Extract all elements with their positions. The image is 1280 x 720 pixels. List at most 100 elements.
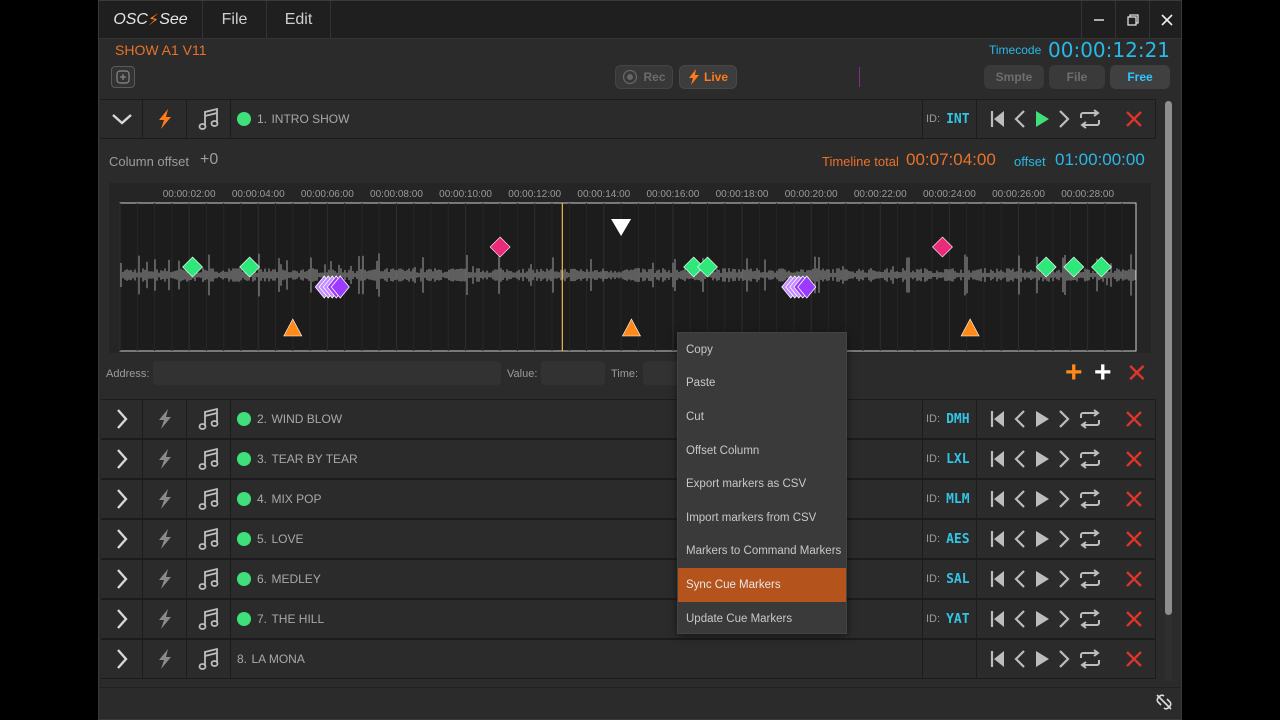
green-cue-marker[interactable] [1091, 256, 1112, 278]
play-icon[interactable] [1033, 649, 1051, 669]
expand-toggle-button[interactable] [101, 560, 143, 598]
timeline-waveform[interactable]: 00:00:02:00 00:00:04:00 00:00:06:00 00:00:0… [109, 183, 1151, 353]
purple-marker-cluster[interactable] [781, 275, 817, 299]
unlink-icon[interactable] [1154, 692, 1174, 712]
cue-row[interactable]: 8. LA MONA [101, 639, 1156, 679]
delete-cue-icon[interactable] [1125, 110, 1143, 128]
audio-file-button[interactable] [187, 440, 231, 478]
trigger-bolt-button[interactable] [143, 640, 187, 678]
delete-marker-button[interactable]: ✕ [1126, 358, 1148, 388]
skip-to-start-icon[interactable] [989, 609, 1007, 629]
delete-cue-icon[interactable] [1125, 410, 1143, 428]
timeline-panel[interactable]: 00:00:02:00 00:00:04:00 00:00:06:00 00:00:0… [109, 183, 1151, 353]
audio-file-button[interactable] [187, 520, 231, 558]
previous-chevron-icon[interactable] [1013, 529, 1027, 549]
next-chevron-icon[interactable] [1057, 529, 1071, 549]
green-cue-marker[interactable] [1035, 256, 1057, 278]
add-orange-marker-button[interactable]: + [1065, 356, 1083, 389]
cue-name-cell[interactable]: 6. MEDLEY [231, 560, 923, 598]
mode-smpte-button[interactable]: Smpte [984, 65, 1044, 89]
next-chevron-icon[interactable] [1057, 649, 1071, 669]
cue-name-cell[interactable]: 7. THE HILL [231, 600, 923, 638]
cue-name-cell[interactable]: 8. LA MONA [231, 640, 923, 678]
trigger-bolt-button[interactable] [143, 480, 187, 518]
audio-file-button[interactable] [187, 100, 231, 138]
trigger-bolt-button[interactable] [143, 100, 187, 138]
next-chevron-icon[interactable] [1057, 489, 1071, 509]
previous-chevron-icon[interactable] [1013, 569, 1027, 589]
delete-cue-icon[interactable] [1125, 530, 1143, 548]
offset-value[interactable]: 01:00:00:00 [1055, 150, 1145, 169]
play-icon[interactable] [1033, 109, 1051, 129]
play-icon[interactable] [1033, 569, 1051, 589]
ctx-export-csv[interactable]: Export markers as CSV [686, 478, 807, 491]
purple-marker-cluster[interactable] [314, 275, 350, 299]
green-cue-marker[interactable] [239, 256, 261, 278]
expand-toggle-button[interactable] [101, 520, 143, 558]
next-chevron-icon[interactable] [1057, 449, 1071, 469]
scrollbar-thumb[interactable] [1165, 101, 1172, 615]
previous-chevron-icon[interactable] [1013, 489, 1027, 509]
loop-icon[interactable] [1077, 109, 1103, 129]
trigger-bolt-button[interactable] [143, 560, 187, 598]
white-position-marker[interactable] [611, 219, 632, 236]
orange-command-marker[interactable] [621, 318, 641, 337]
skip-to-start-icon[interactable] [989, 109, 1007, 129]
ctx-cut[interactable]: Cut [686, 410, 704, 423]
expand-toggle-button[interactable] [101, 100, 143, 138]
cue-name-cell[interactable]: 2. WIND BLOW [231, 400, 923, 438]
ctx-update-cue-markers[interactable]: Update Cue Markers [686, 612, 793, 625]
rec-button[interactable]: Rec [615, 65, 673, 89]
cue-row[interactable]: 4. MIX POP ID: MLM [101, 479, 1156, 519]
delete-cue-icon[interactable] [1125, 450, 1143, 468]
cue-row[interactable]: 5. LOVE ID: AES [101, 519, 1156, 559]
address-input[interactable] [153, 361, 501, 385]
play-icon[interactable] [1033, 449, 1051, 469]
green-cue-marker[interactable] [683, 256, 705, 278]
loop-icon[interactable] [1077, 569, 1103, 589]
skip-to-start-icon[interactable] [989, 489, 1007, 509]
ctx-copy[interactable]: Copy [686, 343, 713, 356]
time-input[interactable] [643, 361, 683, 385]
ctx-markers-to-command[interactable]: Markers to Command Markers [686, 545, 842, 558]
expand-toggle-button[interactable] [101, 400, 143, 438]
menu-file[interactable]: File [203, 1, 267, 38]
next-chevron-icon[interactable] [1057, 109, 1071, 129]
ctx-offset-column[interactable]: Offset Column [686, 444, 760, 457]
previous-chevron-icon[interactable] [1013, 409, 1027, 429]
skip-to-start-icon[interactable] [989, 649, 1007, 669]
play-icon[interactable] [1033, 529, 1051, 549]
add-cue-button[interactable] [111, 66, 135, 88]
previous-chevron-icon[interactable] [1013, 609, 1027, 629]
cue-name-cell[interactable]: 4. MIX POP [231, 480, 923, 518]
ctx-sync-cue-markers[interactable]: Sync Cue Markers [678, 568, 846, 602]
cue-name-cell[interactable]: 1. INTRO SHOW [231, 100, 923, 138]
trigger-bolt-button[interactable] [143, 440, 187, 478]
delete-cue-icon[interactable] [1125, 570, 1143, 588]
add-marker-button[interactable]: + [1094, 356, 1112, 389]
previous-chevron-icon[interactable] [1013, 109, 1027, 129]
previous-chevron-icon[interactable] [1013, 449, 1027, 469]
cue-name-cell[interactable]: 5. LOVE [231, 520, 923, 558]
live-button[interactable]: Live [679, 65, 737, 89]
skip-to-start-icon[interactable] [989, 409, 1007, 429]
cue-row[interactable]: 7. THE HILL ID: YAT [101, 599, 1156, 639]
trigger-bolt-button[interactable] [143, 600, 187, 638]
expand-toggle-button[interactable] [101, 640, 143, 678]
audio-file-button[interactable] [187, 560, 231, 598]
skip-to-start-icon[interactable] [989, 449, 1007, 469]
ctx-import-csv[interactable]: Import markers from CSV [686, 511, 817, 524]
audio-file-button[interactable] [187, 600, 231, 638]
loop-icon[interactable] [1077, 649, 1103, 669]
trigger-bolt-button[interactable] [143, 400, 187, 438]
loop-icon[interactable] [1077, 489, 1103, 509]
audio-file-button[interactable] [187, 480, 231, 518]
loop-icon[interactable] [1077, 609, 1103, 629]
menu-edit[interactable]: Edit [267, 1, 331, 38]
audio-file-button[interactable] [187, 640, 231, 678]
green-cue-marker[interactable] [182, 256, 203, 278]
next-chevron-icon[interactable] [1057, 569, 1071, 589]
orange-command-marker[interactable] [283, 318, 303, 337]
cue-row[interactable]: 2. WIND BLOW ID: DMH [101, 399, 1156, 439]
trigger-bolt-button[interactable] [143, 520, 187, 558]
